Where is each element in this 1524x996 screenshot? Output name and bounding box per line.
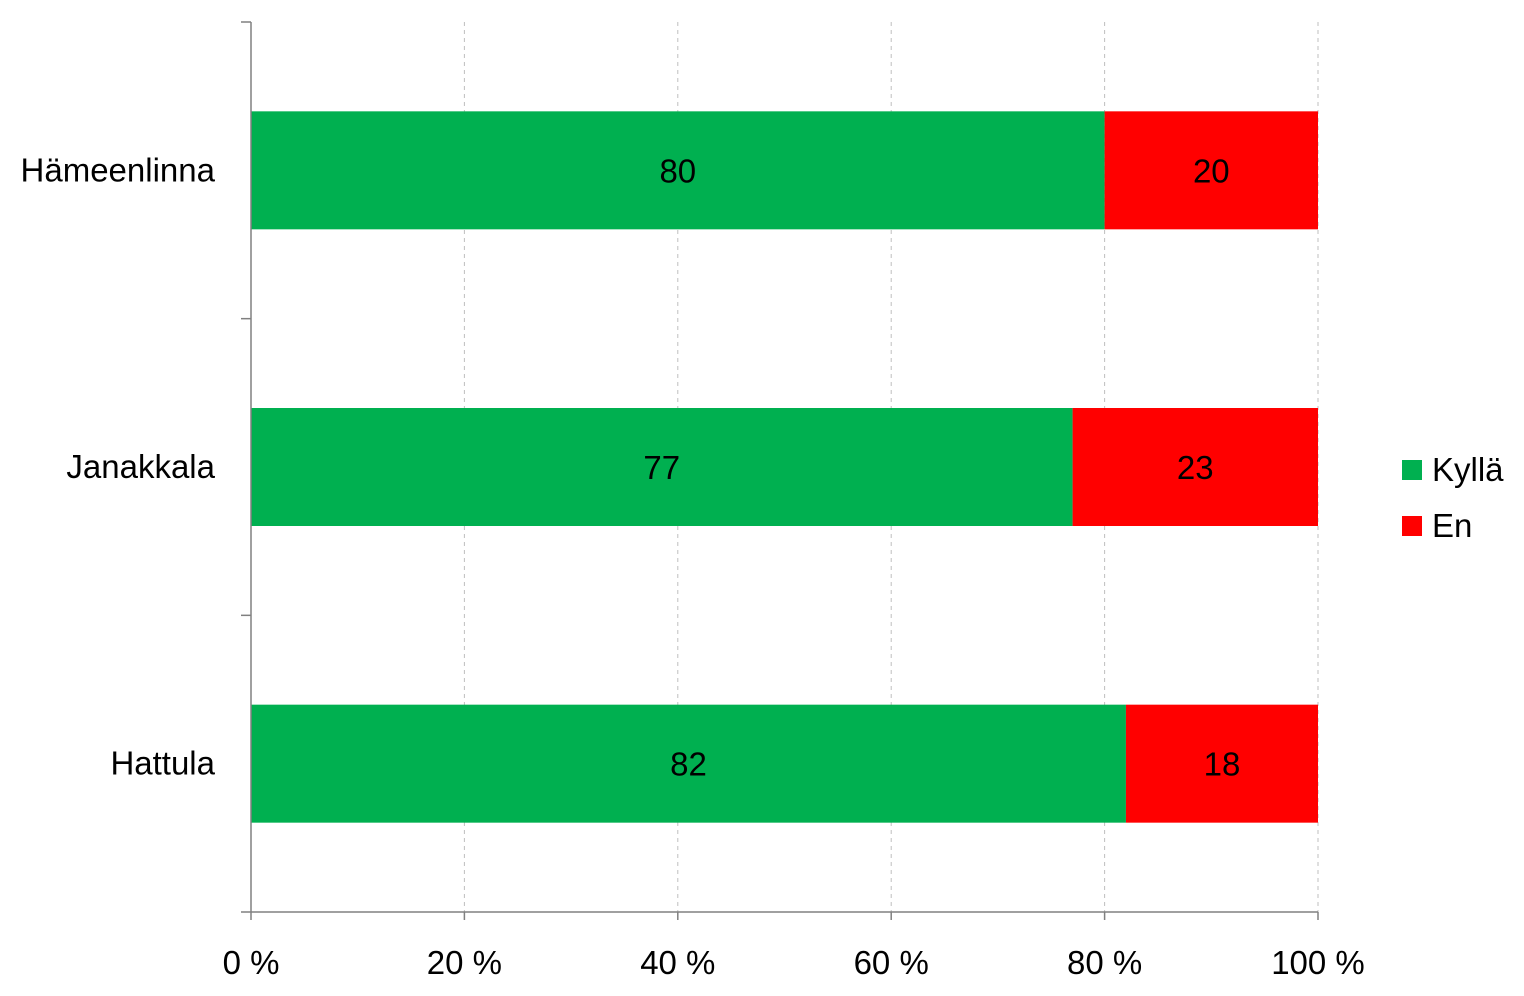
- bars: [251, 111, 1318, 823]
- data-label: 77: [643, 449, 680, 486]
- legend-swatch: [1402, 460, 1422, 480]
- bar-segment: [251, 704, 1126, 823]
- data-label: 20: [1193, 152, 1230, 189]
- data-label: 23: [1177, 449, 1214, 486]
- legend: Kyllä En: [1402, 451, 1504, 544]
- data-label: 18: [1204, 746, 1241, 783]
- bar-segment: [1104, 111, 1318, 230]
- x-tick-label: 20 %: [427, 944, 502, 981]
- x-tick-label: 60 %: [854, 944, 929, 981]
- legend-swatch: [1402, 516, 1422, 536]
- category-label: Hattula: [110, 745, 215, 782]
- x-tick-label: 100 %: [1271, 944, 1365, 981]
- legend-label: En: [1432, 507, 1472, 544]
- category-label: Janakkala: [66, 448, 215, 485]
- legend-label: Kyllä: [1432, 451, 1504, 488]
- bar-segment: [251, 408, 1073, 526]
- x-tick-label: 40 %: [640, 944, 715, 981]
- bar-segment: [1072, 408, 1318, 526]
- data-label: 82: [670, 746, 707, 783]
- labels: 0 % 20 % 40 % 60 % 80 % 100 % 80 20 Hämeenlinna 7…: [21, 151, 1365, 981]
- bar-segment: [1125, 704, 1318, 823]
- data-label: 80: [659, 152, 696, 189]
- x-tick-label: 0 %: [223, 944, 280, 981]
- axes: [241, 21, 1319, 920]
- category-label: Hämeenlinna: [21, 151, 216, 188]
- x-tick-label: 80 %: [1067, 944, 1142, 981]
- bar-segment: [251, 111, 1105, 230]
